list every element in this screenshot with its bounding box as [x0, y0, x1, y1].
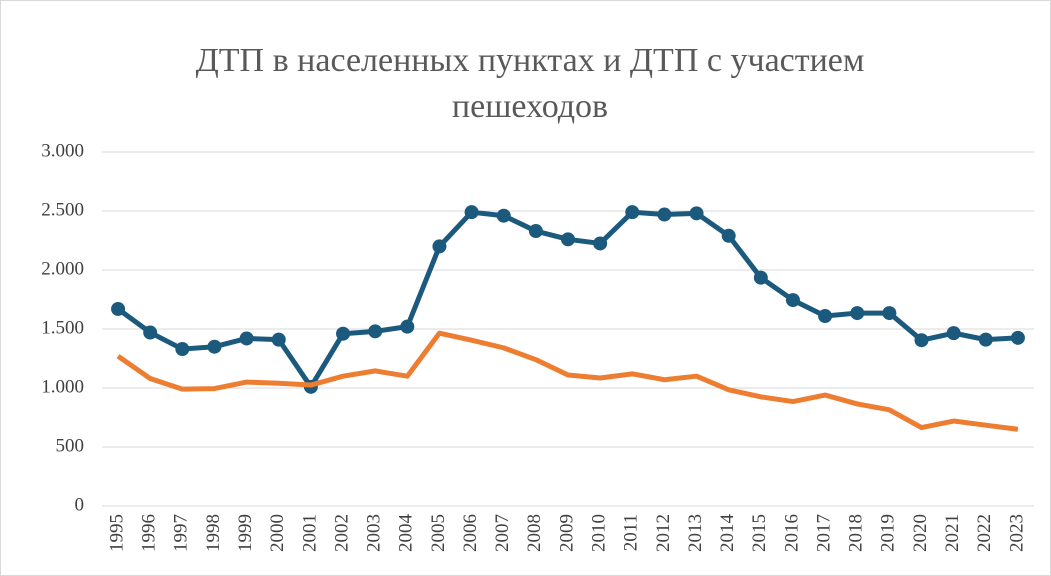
- x-tick-label: 2015: [749, 514, 770, 552]
- y-tick-label: 2.500: [41, 199, 84, 220]
- x-tick-label: 2011: [621, 514, 642, 551]
- x-tick-label: 2017: [813, 514, 834, 552]
- x-tick-label: 2013: [685, 514, 706, 552]
- point-marker: [785, 293, 800, 308]
- x-tick-label: 2007: [492, 514, 513, 552]
- point-marker: [625, 205, 640, 220]
- point-marker: [818, 309, 833, 324]
- chart-title: ДТП в населенных пунктах и ДТП с участие…: [195, 42, 865, 125]
- x-tick-label: 2021: [942, 514, 963, 552]
- point-marker: [143, 325, 158, 340]
- x-tick-label: 2018: [846, 514, 867, 552]
- point-marker: [850, 306, 865, 321]
- x-tick-label: 1997: [171, 514, 192, 552]
- x-tick-label: 2016: [781, 514, 802, 552]
- point-marker: [561, 232, 575, 247]
- point-marker: [753, 270, 768, 285]
- x-tick-label: 2002: [331, 514, 352, 552]
- x-tick-label: 2020: [910, 514, 931, 552]
- y-tick-label: 3.000: [41, 140, 84, 161]
- x-tick-label: 2005: [428, 514, 449, 552]
- point-marker: [368, 324, 383, 339]
- point-marker: [111, 301, 126, 316]
- series-line: [116, 330, 1019, 432]
- y-tick-label: 1.000: [41, 376, 84, 397]
- point-marker: [400, 319, 415, 334]
- x-tick-label: 2022: [974, 514, 995, 552]
- x-tick-label: 2023: [1006, 514, 1027, 552]
- y-tick-label: 2.000: [41, 258, 84, 279]
- y-tick-label: 500: [56, 435, 85, 456]
- point-marker: [593, 236, 608, 251]
- x-tick-label: 1996: [139, 514, 160, 552]
- x-tick-label: 1995: [106, 514, 127, 552]
- point-marker: [464, 205, 479, 220]
- point-marker: [528, 224, 543, 239]
- point-marker: [978, 332, 993, 347]
- x-tick-label: 2019: [878, 514, 899, 552]
- x-tick-label: 2006: [460, 514, 481, 552]
- point-marker: [432, 239, 447, 254]
- x-tick-label: 2008: [524, 514, 545, 552]
- point-marker: [496, 208, 511, 223]
- point-marker: [271, 332, 286, 347]
- point-marker: [175, 342, 190, 357]
- x-tick-label: 2001: [299, 514, 320, 552]
- x-tick-label: 2012: [653, 514, 674, 552]
- y-tick-label: 1.500: [41, 317, 84, 338]
- y-tick-label: 0: [75, 494, 85, 515]
- point-marker: [882, 306, 897, 321]
- point-marker: [689, 206, 704, 221]
- point-marker: [721, 228, 736, 243]
- x-tick-label: 2000: [267, 514, 288, 552]
- point-marker: [207, 339, 222, 354]
- x-tick-label: 2009: [556, 514, 577, 552]
- x-tick-label: 1999: [235, 514, 256, 552]
- point-marker: [914, 333, 929, 348]
- point-marker: [239, 331, 254, 346]
- point-marker: [336, 326, 351, 341]
- x-tick-label: 1998: [203, 514, 224, 552]
- point-marker: [946, 326, 961, 341]
- x-tick-label: 2004: [396, 514, 417, 553]
- x-tick-label: 2010: [588, 514, 609, 552]
- point-marker: [657, 207, 672, 222]
- x-tick-label: 2003: [364, 514, 385, 552]
- x-tick-label: 2014: [717, 514, 738, 553]
- point-marker: [1010, 330, 1025, 345]
